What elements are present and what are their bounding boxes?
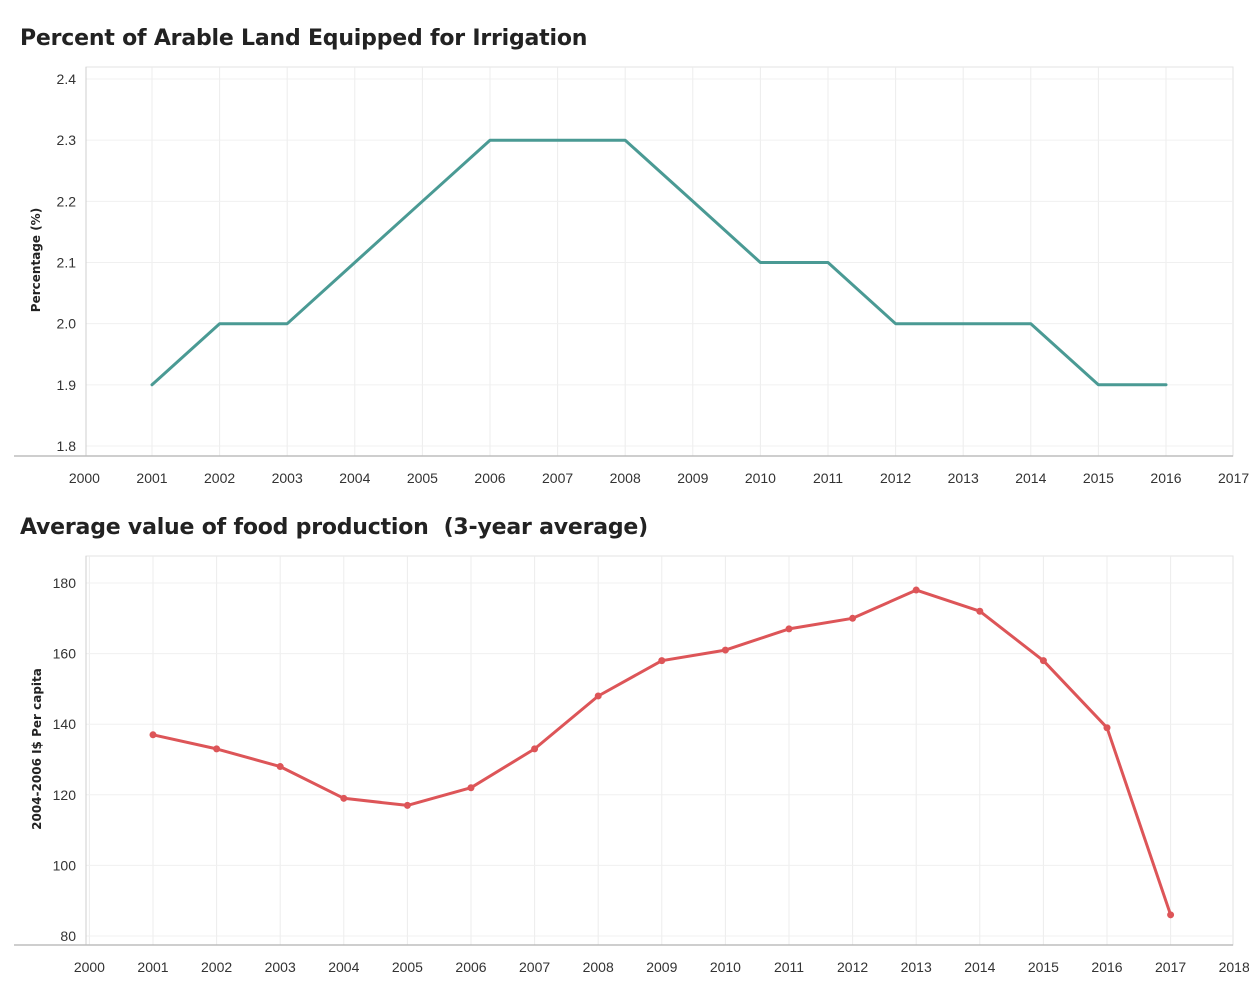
y-tick-label: 1.9 <box>57 377 77 393</box>
data-point[interactable] <box>721 646 729 654</box>
x-tick-label: 2017 <box>1218 470 1249 486</box>
data-point[interactable] <box>594 692 602 700</box>
y-tick-label: 140 <box>53 716 77 732</box>
data-point[interactable] <box>340 794 348 802</box>
x-tick-label: 2000 <box>69 470 100 486</box>
data-point[interactable] <box>1039 657 1047 665</box>
data-point[interactable] <box>531 745 539 753</box>
x-tick-label: 2006 <box>455 959 486 975</box>
x-tick-label: 2013 <box>901 959 932 975</box>
food-production-line-chart: 80 100 120 140 160 180 2000 2001 2002 2003 2004 200… <box>14 555 1249 975</box>
x-tick-label: 2010 <box>745 470 776 486</box>
irrigation-line-chart: 1.8 1.9 2.0 2.1 2.2 2.3 2.4 2000 2001 2002 2003 200… <box>14 66 1249 486</box>
x-tick-label: 2000 <box>74 959 105 975</box>
x-tick-label: 2007 <box>519 959 550 975</box>
x-tick-label: 2005 <box>392 959 423 975</box>
y-tick-label: 120 <box>53 787 77 803</box>
y-tick-label: 2.2 <box>57 193 77 209</box>
x-tick-label: 2009 <box>677 470 708 486</box>
x-tick-label: 2007 <box>542 470 573 486</box>
x-tick-label: 2003 <box>272 470 303 486</box>
x-tick-label: 2004 <box>328 959 359 975</box>
x-tick-label: 2008 <box>610 470 641 486</box>
x-tick-label: 2015 <box>1083 470 1114 486</box>
x-tick-label: 2011 <box>774 959 804 975</box>
data-point[interactable] <box>149 731 157 739</box>
chart-title-food-production: Average value of food production (3-year… <box>20 515 649 540</box>
x-tick-label: 2001 <box>137 959 168 975</box>
x-tick-label: 2003 <box>265 959 296 975</box>
x-tick-label: 2012 <box>880 470 911 486</box>
x-tick-label: 2002 <box>204 470 235 486</box>
data-point[interactable] <box>912 586 920 594</box>
y-tick-label: 100 <box>53 857 77 873</box>
y-tick-label: 2.1 <box>57 255 77 271</box>
x-tick-label: 2011 <box>813 470 843 486</box>
chart-title-irrigation: Percent of Arable Land Equipped for Irri… <box>20 26 588 51</box>
x-tick-label: 2009 <box>646 959 677 975</box>
plot-frame <box>85 555 1234 946</box>
data-point[interactable] <box>467 784 475 792</box>
y-axis-title: 2004-2006 I$ Per capita <box>30 668 44 830</box>
x-tick-label: 2008 <box>583 959 614 975</box>
x-tick-label: 2002 <box>201 959 232 975</box>
series-line <box>150 138 1168 387</box>
data-point[interactable] <box>403 801 411 809</box>
data-point[interactable] <box>785 625 793 633</box>
x-tick-label: 2016 <box>1150 470 1181 486</box>
y-axis-title: Percentage (%) <box>29 208 43 312</box>
data-point[interactable] <box>1103 724 1111 732</box>
data-point[interactable] <box>213 745 221 753</box>
x-tick-label: 2015 <box>1028 959 1059 975</box>
y-tick-label: 2.3 <box>57 132 77 148</box>
y-tick-label: 80 <box>60 928 76 944</box>
x-tick-label: 2016 <box>1091 959 1122 975</box>
x-tick-label: 2017 <box>1155 959 1186 975</box>
data-point[interactable] <box>658 657 666 665</box>
x-tick-label: 2012 <box>837 959 868 975</box>
x-tick-label: 2014 <box>1015 470 1046 486</box>
data-point[interactable] <box>976 607 984 615</box>
plot-frame <box>85 66 1234 457</box>
x-tick-label: 2013 <box>948 470 979 486</box>
data-point[interactable] <box>276 763 284 771</box>
y-tick-label: 2.0 <box>57 316 77 332</box>
y-tick-label: 180 <box>53 575 77 591</box>
y-tick-label: 2.4 <box>57 71 77 87</box>
data-point[interactable] <box>849 614 857 622</box>
x-tick-label: 2005 <box>407 470 438 486</box>
y-tick-label: 160 <box>53 646 77 662</box>
y-tick-label: 1.8 <box>57 438 77 454</box>
x-tick-label: 2010 <box>710 959 741 975</box>
x-tick-label: 2004 <box>339 470 370 486</box>
x-tick-label: 2001 <box>136 470 167 486</box>
x-tick-label: 2018 <box>1219 959 1249 975</box>
data-point[interactable] <box>1167 911 1175 919</box>
x-tick-label: 2014 <box>964 959 995 975</box>
x-tick-label: 2006 <box>474 470 505 486</box>
